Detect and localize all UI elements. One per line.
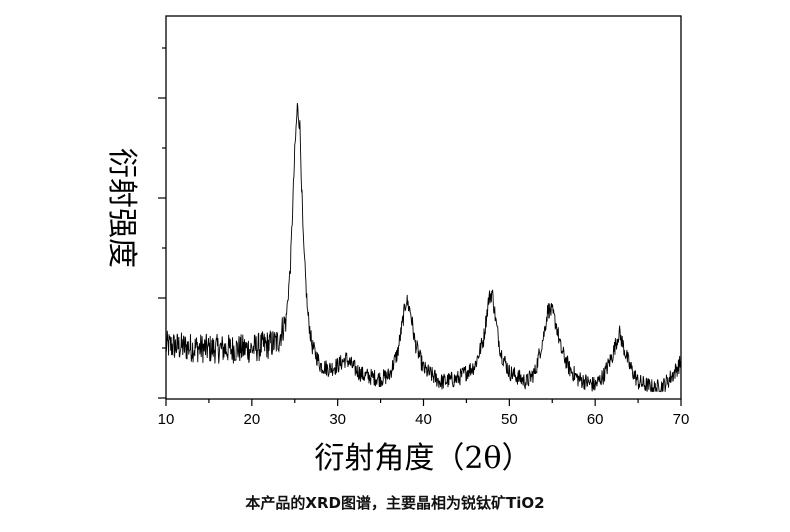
xrd-pattern-line xyxy=(165,102,682,393)
x-tick-label: 70 xyxy=(673,411,690,428)
x-tick-label: 40 xyxy=(415,411,432,428)
x-tick-label: 30 xyxy=(329,411,346,428)
x-axis-title: 衍射角度（2θ） xyxy=(314,441,531,476)
x-tick-label: 10 xyxy=(158,411,175,428)
y-axis-ticks xyxy=(158,47,166,399)
x-axis-ticks xyxy=(165,399,682,406)
x-axis-tick-labels: 10 20 30 40 50 60 70 xyxy=(158,411,690,428)
figure-caption: 本产品的XRD图谱，主要晶相为锐钛矿TiO2 xyxy=(245,494,545,512)
x-tick-label: 60 xyxy=(587,411,604,428)
y-axis-title: 衍射强度 xyxy=(104,148,139,268)
x-tick-label: 20 xyxy=(243,411,260,428)
x-tick-label: 50 xyxy=(501,411,518,428)
